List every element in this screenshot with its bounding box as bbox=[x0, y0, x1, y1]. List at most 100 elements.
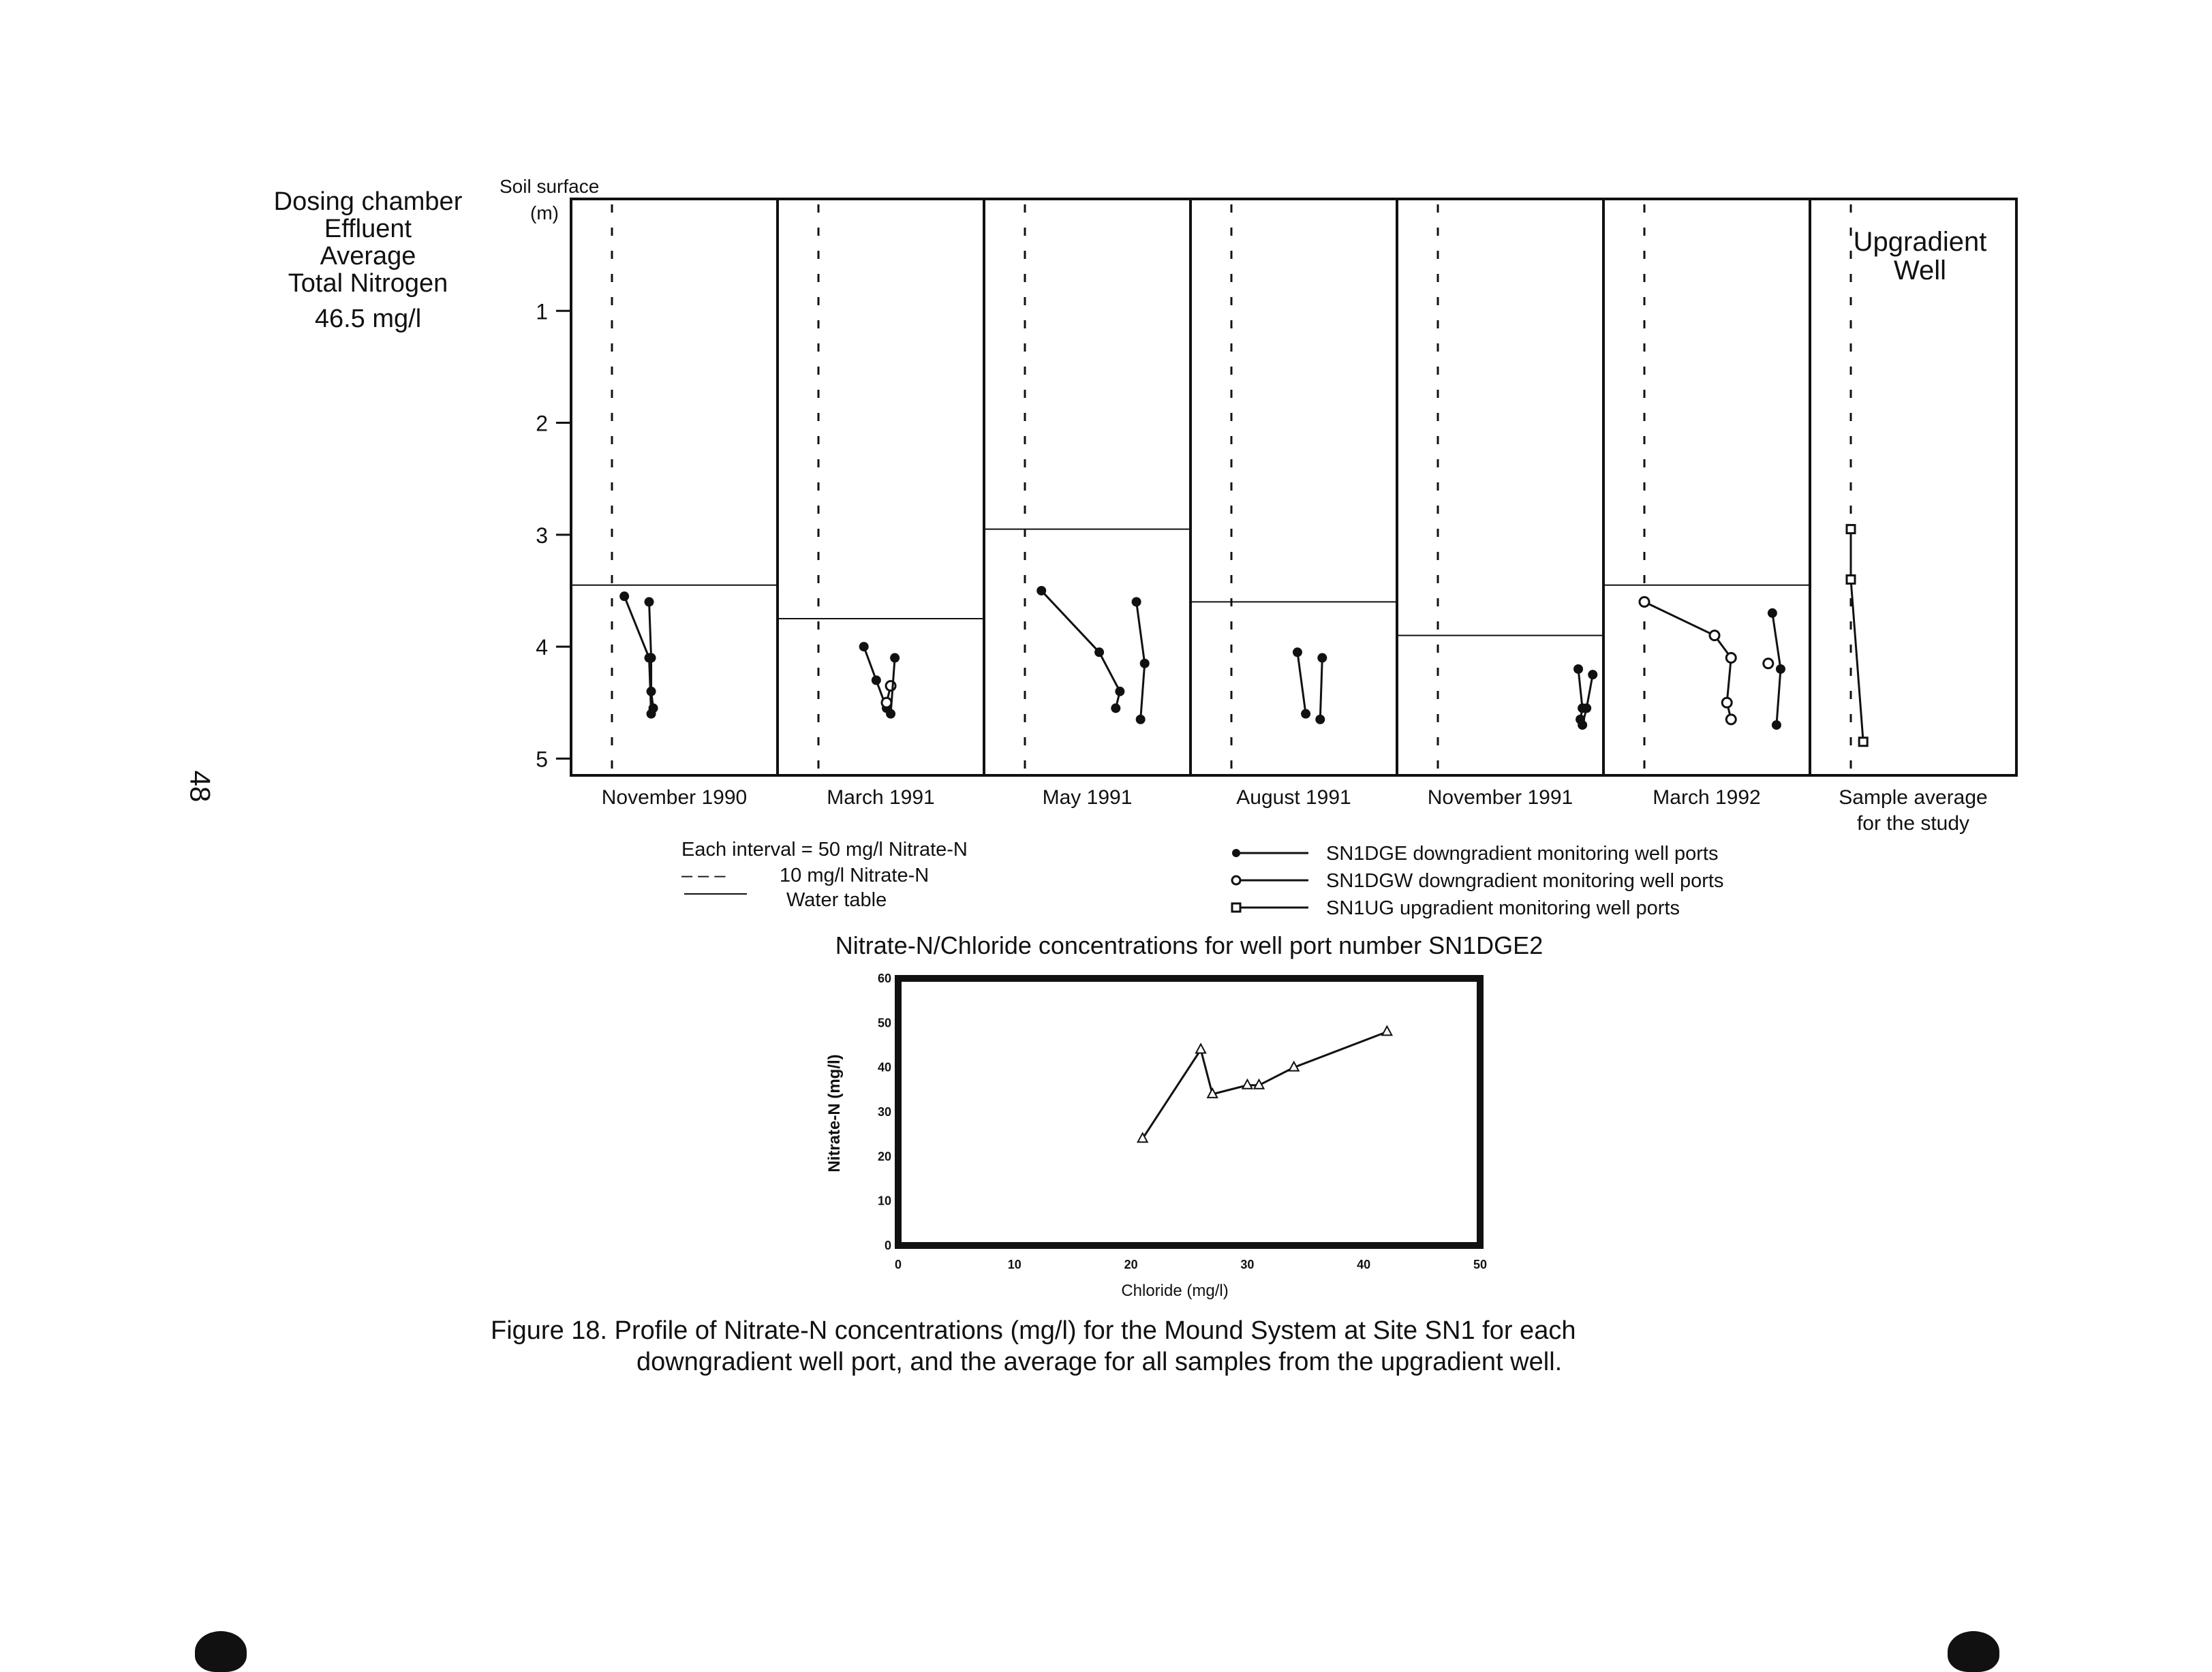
x-tick-label: 10 bbox=[1008, 1258, 1021, 1271]
profile-point-filled bbox=[886, 709, 896, 719]
nitrate-profile-chart: 1 2 3 4 5 Soil surface (m) November 1990 March 1… bbox=[500, 176, 2018, 835]
x-tick-label: 40 bbox=[1357, 1258, 1370, 1271]
y-axis-label: Soil surface bbox=[500, 176, 599, 197]
profile-series-line bbox=[1581, 674, 1594, 726]
legend-series-label: SN1DGE downgradient monitoring well port… bbox=[1326, 843, 1718, 865]
profile-point-filled bbox=[1292, 647, 1302, 657]
effluent-label-line: Average bbox=[320, 242, 416, 270]
y-tick-label: 5 bbox=[536, 747, 548, 771]
effluent-value: 46.5 mg/l bbox=[314, 305, 422, 333]
x-tick-label: 30 bbox=[1240, 1258, 1254, 1271]
y-tick-label: 40 bbox=[878, 1061, 891, 1074]
profile-point-open bbox=[1708, 630, 1721, 642]
profile-point-filled bbox=[1131, 597, 1141, 607]
profile-point-filled bbox=[1767, 608, 1777, 618]
profile-point-filled bbox=[1315, 714, 1325, 724]
profile-point-filled bbox=[1139, 658, 1150, 668]
y-tick-label: 60 bbox=[878, 972, 891, 985]
y-tick-label: 2 bbox=[536, 412, 548, 436]
profile-point-square bbox=[1845, 574, 1856, 585]
y-axis-label: Nitrate-N (mg/l) bbox=[825, 1054, 844, 1172]
y-tick-label: 4 bbox=[536, 635, 548, 660]
profile-point-filled bbox=[1094, 647, 1105, 657]
figure-caption: Figure 18. Profile of Nitrate-N concentr… bbox=[491, 1315, 1785, 1378]
profile-point-filled bbox=[1578, 720, 1588, 730]
profile-point-filled bbox=[646, 686, 656, 696]
profile-point-filled bbox=[871, 675, 881, 685]
y-tick-label: 0 bbox=[885, 1239, 891, 1252]
profile-series-line bbox=[1644, 601, 1732, 720]
profile-point-filled bbox=[1036, 585, 1047, 595]
panel-label: August 1991 bbox=[1236, 786, 1351, 809]
x-axis-label: Chloride (mg/l) bbox=[1121, 1282, 1228, 1300]
profile-point-filled bbox=[648, 703, 658, 713]
profile-point-filled bbox=[646, 653, 656, 663]
plot-frame bbox=[570, 198, 2018, 777]
y-tick-label: 30 bbox=[878, 1105, 891, 1119]
data-point-triangle bbox=[1381, 1025, 1394, 1036]
profile-legend: Each interval = 50 mg/l Nitrate-N – – – 10… bbox=[681, 839, 1723, 919]
legend-marker-filled bbox=[1232, 849, 1240, 857]
caption-line-2: downgradient well port, and the average … bbox=[636, 1348, 1563, 1376]
profile-series-line bbox=[1296, 652, 1307, 714]
profile-point-filled bbox=[1317, 653, 1327, 663]
x-tick-label: 0 bbox=[895, 1258, 902, 1271]
legend-water-table: Water table bbox=[786, 889, 887, 911]
panel-label: Sample average bbox=[1839, 786, 1987, 809]
panel-label: May 1991 bbox=[1043, 786, 1133, 809]
profile-point-filled bbox=[1111, 703, 1121, 713]
effluent-label-line: Total Nitrogen bbox=[288, 269, 448, 298]
profile-point-open bbox=[880, 696, 893, 709]
data-point-triangle bbox=[1137, 1132, 1149, 1143]
chart-frame bbox=[895, 975, 1484, 1249]
y-tick-label: 10 bbox=[878, 1194, 891, 1208]
profile-point-open bbox=[1762, 657, 1775, 670]
panel-label: March 1991 bbox=[827, 786, 934, 809]
series-line bbox=[1141, 1030, 1387, 1140]
legend-interval: Each interval = 50 mg/l Nitrate-N bbox=[681, 839, 968, 861]
legend-series-label: SN1UG upgradient monitoring well ports bbox=[1326, 897, 1680, 919]
effluent-summary: Dosing chamber Effluent Average Total Ni… bbox=[245, 188, 491, 332]
profile-point-filled bbox=[859, 642, 869, 652]
data-point-triangle bbox=[1288, 1060, 1300, 1072]
binding-hole-right bbox=[1948, 1631, 1999, 1672]
data-point-triangle bbox=[1253, 1078, 1265, 1089]
x-tick-label: 50 bbox=[1473, 1258, 1487, 1271]
chart-title: Nitrate-N/Chloride concentrations for we… bbox=[835, 931, 1543, 959]
profile-point-open bbox=[1725, 713, 1737, 726]
legend-dashed-symbol: – – – bbox=[681, 865, 726, 886]
legend-marker-square bbox=[1231, 902, 1242, 913]
profile-point-square bbox=[1858, 737, 1869, 747]
binding-hole-left bbox=[195, 1631, 247, 1672]
profile-series-line bbox=[648, 602, 655, 709]
profile-point-filled bbox=[1775, 664, 1785, 674]
y-tick-label: 20 bbox=[878, 1149, 891, 1163]
profile-point-filled bbox=[1573, 664, 1584, 674]
panel-label: March 1992 bbox=[1653, 786, 1760, 809]
profile-point-filled bbox=[1135, 714, 1146, 724]
panel-label-line2: for the study bbox=[1857, 812, 1969, 835]
legend-dashed: 10 mg/l Nitrate-N bbox=[780, 865, 929, 886]
profile-point-open bbox=[885, 680, 897, 692]
effluent-label-line: Effluent bbox=[324, 215, 412, 243]
y-axis-label: (m) bbox=[530, 202, 559, 223]
profile-point-filled bbox=[1115, 686, 1125, 696]
profile-point-filled bbox=[1301, 709, 1311, 719]
profile-point-square bbox=[1845, 524, 1856, 535]
y-tick-label: 3 bbox=[536, 523, 548, 548]
profile-point-open bbox=[1725, 652, 1737, 664]
profile-point-filled bbox=[1582, 703, 1592, 713]
profile-series-line bbox=[1041, 589, 1121, 709]
profile-series-line bbox=[1849, 529, 1864, 742]
panel-label: November 1990 bbox=[602, 786, 747, 809]
profile-point-filled bbox=[1588, 670, 1598, 680]
x-tick-label: 20 bbox=[1124, 1258, 1138, 1271]
profile-series-line bbox=[1319, 657, 1323, 719]
profile-point-filled bbox=[644, 597, 654, 607]
upgradient-label: Upgradient bbox=[1854, 227, 1987, 257]
effluent-label-line: Dosing chamber bbox=[273, 187, 463, 216]
data-point-triangle bbox=[1241, 1078, 1254, 1089]
profile-point-open bbox=[1721, 696, 1733, 709]
upgradient-label: Well bbox=[1894, 256, 1946, 285]
